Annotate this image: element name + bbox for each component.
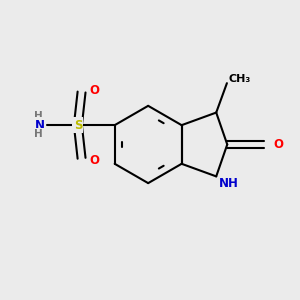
Text: O: O [89,84,99,97]
Text: S: S [74,119,82,132]
Text: O: O [89,154,99,166]
Text: NH: NH [219,176,239,190]
Text: CH₃: CH₃ [229,74,251,84]
Text: O: O [273,138,283,151]
Text: H: H [34,129,43,140]
Text: H: H [34,111,43,121]
Text: N: N [35,119,45,132]
